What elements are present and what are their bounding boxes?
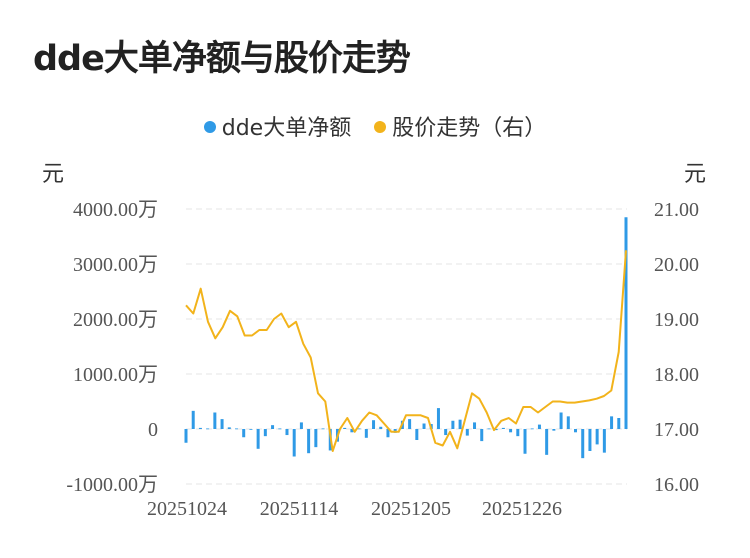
y-right-tick-label: 17.00 [654,419,699,441]
y-left-tick-label: 3000.00万 [73,254,158,276]
y-right-tick-label: 19.00 [654,309,699,331]
bar [436,408,440,429]
bar [465,429,469,436]
bar [206,428,210,430]
bar [198,427,202,429]
bar [444,429,448,436]
bar [610,416,614,429]
bar [473,422,477,429]
y-right-tick-label: 20.00 [654,254,699,276]
legend-label-price: 股价走势（右） [392,116,547,141]
bar [285,429,289,436]
bar [299,422,303,429]
bar [566,416,570,429]
bar [220,419,224,429]
bar [415,429,419,440]
bar [372,420,376,429]
bar [321,428,325,430]
bar [234,428,238,430]
bar [581,429,585,459]
bar [364,429,368,438]
legend-item-dde[interactable]: dde大单净额 [203,110,352,142]
bar [263,429,267,437]
bar [307,429,311,454]
legend-item-price[interactable]: 股价走势（右） [374,110,546,142]
y-left-tick-label: -1000.00万 [66,474,158,496]
bar [516,429,520,437]
bar [256,429,260,449]
legend-dot-dde [203,121,216,133]
price-line [185,250,627,452]
bar [523,429,527,454]
bar [213,412,217,429]
bar [350,429,354,433]
bar [494,429,498,431]
bar [509,429,513,433]
y-left-tick-label: 4000.00万 [73,199,158,221]
chart-title: dde大单净额与股价走势 [33,39,411,79]
x-tick-label: 20251205 [371,498,451,520]
bar [595,429,599,445]
bar [357,428,361,430]
bar [487,428,491,430]
bar [386,429,390,438]
left-axis-unit: 元 [42,162,65,187]
bar [292,429,296,457]
bar [227,427,231,429]
bar [271,425,275,429]
bar [184,429,188,443]
y-left-tick-label: 1000.00万 [73,364,158,386]
bar [537,424,541,429]
x-tick-label: 20251114 [260,498,339,520]
bar [624,217,628,429]
x-tick-label: 20251226 [482,498,562,520]
bar [242,429,246,438]
right-axis-unit: 元 [684,162,707,187]
bar [343,427,347,429]
bar [314,429,318,448]
bar [501,427,505,429]
bar [574,429,578,433]
bar [422,423,426,429]
bar [451,420,455,429]
x-tick-label: 20251024 [147,498,227,520]
bar [588,429,592,451]
legend-label-dde: dde大单净额 [221,116,352,141]
bar [458,419,462,429]
bar [249,429,253,430]
bar [545,429,549,455]
bar [480,429,484,442]
chart-legend: dde大单净额 股价走势（右） [0,110,750,142]
bar [408,419,412,429]
y-right-tick-label: 18.00 [654,364,699,386]
y-left-tick-label: 0 [148,419,158,441]
y-right-tick-label: 21.00 [654,199,699,221]
bar [552,429,556,431]
bar [617,418,621,429]
bar [602,429,606,453]
y-right-tick-label: 16.00 [654,474,699,496]
bar [530,428,534,430]
bar [559,412,563,429]
legend-dot-price [374,121,387,133]
y-left-tick-label: 2000.00万 [73,309,158,331]
bar [191,410,195,429]
bar [379,426,383,429]
bar [278,428,282,430]
